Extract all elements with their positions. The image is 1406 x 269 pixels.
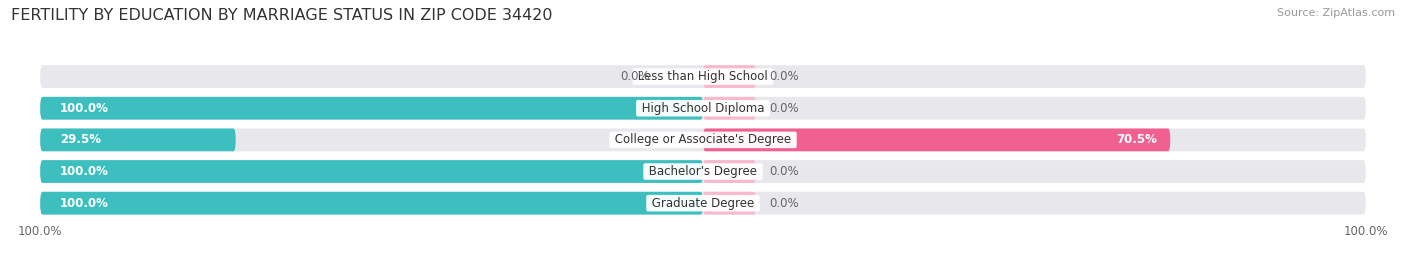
FancyBboxPatch shape — [703, 97, 756, 120]
Text: College or Associate's Degree: College or Associate's Degree — [612, 133, 794, 146]
FancyBboxPatch shape — [703, 192, 756, 215]
Text: 0.0%: 0.0% — [620, 70, 650, 83]
FancyBboxPatch shape — [41, 192, 1365, 215]
Text: 0.0%: 0.0% — [769, 197, 799, 210]
Text: 29.5%: 29.5% — [60, 133, 101, 146]
Text: High School Diploma: High School Diploma — [638, 102, 768, 115]
Text: Bachelor's Degree: Bachelor's Degree — [645, 165, 761, 178]
FancyBboxPatch shape — [41, 129, 236, 151]
FancyBboxPatch shape — [703, 129, 1170, 151]
Text: 100.0%: 100.0% — [60, 165, 108, 178]
Text: 70.5%: 70.5% — [1116, 133, 1157, 146]
Text: FERTILITY BY EDUCATION BY MARRIAGE STATUS IN ZIP CODE 34420: FERTILITY BY EDUCATION BY MARRIAGE STATU… — [11, 8, 553, 23]
FancyBboxPatch shape — [41, 160, 1365, 183]
FancyBboxPatch shape — [41, 160, 703, 183]
Text: 0.0%: 0.0% — [769, 165, 799, 178]
FancyBboxPatch shape — [41, 97, 703, 120]
Text: 0.0%: 0.0% — [769, 70, 799, 83]
FancyBboxPatch shape — [703, 160, 756, 183]
Text: 100.0%: 100.0% — [60, 197, 108, 210]
FancyBboxPatch shape — [41, 129, 1365, 151]
Text: Source: ZipAtlas.com: Source: ZipAtlas.com — [1277, 8, 1395, 18]
Text: 100.0%: 100.0% — [60, 102, 108, 115]
FancyBboxPatch shape — [703, 65, 756, 88]
Text: 0.0%: 0.0% — [769, 102, 799, 115]
FancyBboxPatch shape — [41, 65, 1365, 88]
Text: Less than High School: Less than High School — [634, 70, 772, 83]
FancyBboxPatch shape — [41, 192, 703, 215]
Text: Graduate Degree: Graduate Degree — [648, 197, 758, 210]
FancyBboxPatch shape — [41, 97, 1365, 120]
